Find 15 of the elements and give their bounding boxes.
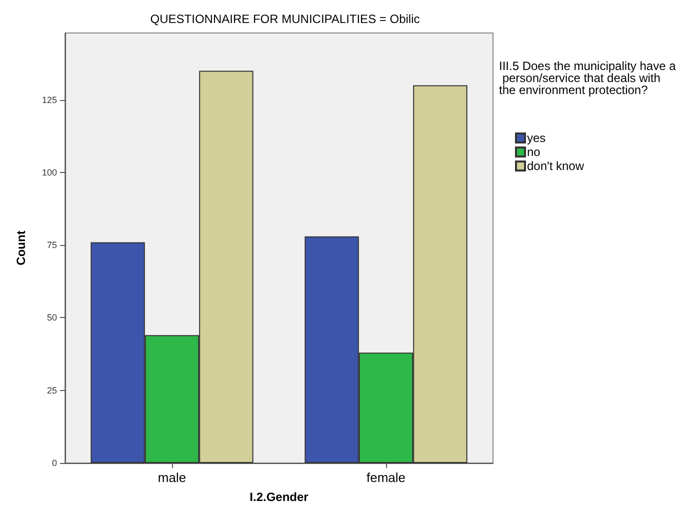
- y-tick-label: 75: [46, 240, 57, 250]
- legend-label: don't know: [527, 159, 584, 173]
- x-tick-label: male: [158, 470, 186, 485]
- y-tick-label: 25: [46, 385, 57, 396]
- legend-label: no: [527, 145, 541, 159]
- y-tick-label: 50: [46, 312, 57, 323]
- chart-title: QUESTIONNAIRE FOR MUNICIPALITIES = Obilic: [150, 12, 420, 26]
- y-tick-label: 100: [42, 167, 57, 178]
- x-tick-label: female: [366, 470, 406, 485]
- y-tick-label: 125: [42, 94, 57, 105]
- y-axis-title: Count: [14, 230, 28, 266]
- legend-label: yes: [527, 131, 546, 145]
- x-axis-title: I.2.Gender: [250, 490, 309, 504]
- legend-title: III.5 Does the municipality have a person/service that deals with the environment protection?: [499, 59, 676, 97]
- y-tick-label: 0: [52, 458, 57, 468]
